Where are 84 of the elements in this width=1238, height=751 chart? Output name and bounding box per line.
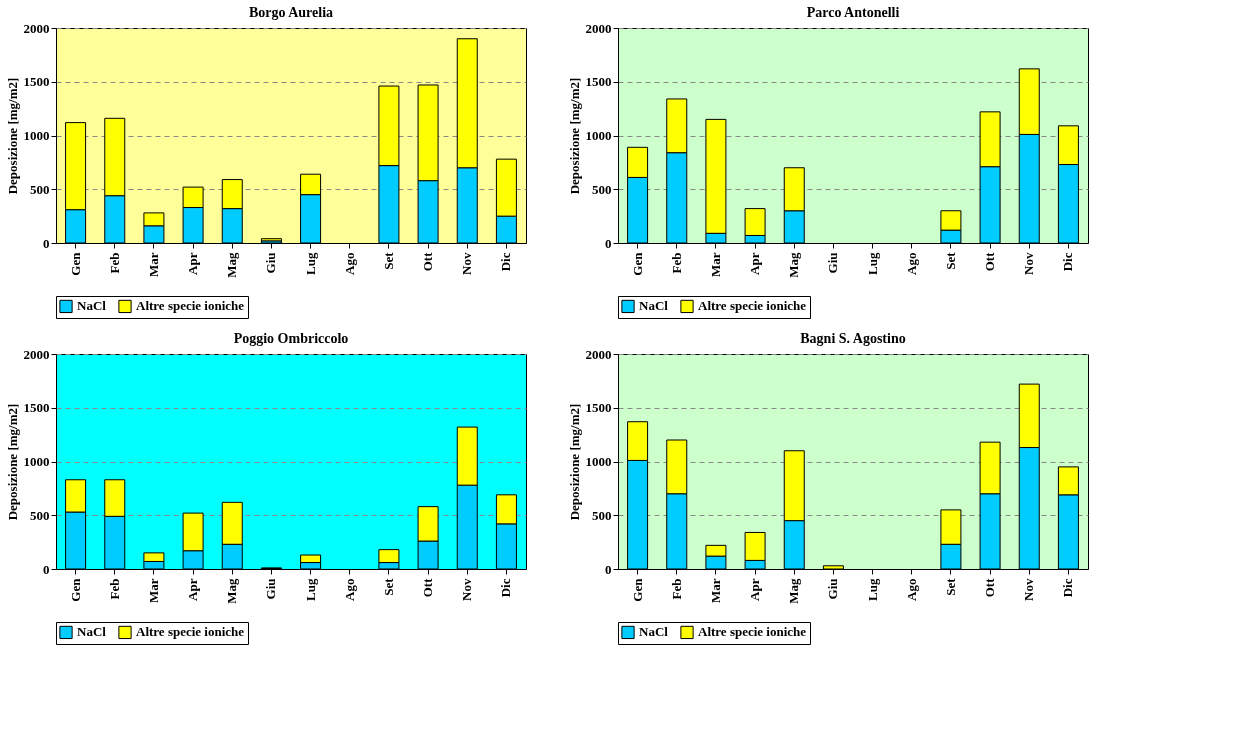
x-tick-label: Lug — [302, 578, 318, 601]
x-tick-label: Lug — [864, 578, 880, 601]
y-tick-label: 1000 — [23, 454, 50, 469]
x-tick-label: Nov — [1021, 578, 1037, 601]
y-tick-label: 1500 — [23, 74, 50, 90]
x-tick-label: Dic — [1060, 578, 1076, 598]
y-tick-label: 1500 — [23, 400, 50, 416]
x-tick-label: Nov — [459, 578, 475, 601]
x-tick-label: Giu — [825, 252, 841, 274]
y-axis-title: Deposizione [mg/m2] — [4, 403, 20, 521]
legend-label: Altre specie ioniche — [698, 624, 807, 640]
x-tick-label: Nov — [459, 252, 475, 275]
x-tick-label: Apr — [185, 578, 201, 601]
x-tick-label: Lug — [864, 252, 880, 275]
legend-label: Altre specie ioniche — [136, 624, 245, 640]
x-tick-label: Nov — [1021, 252, 1037, 275]
legend-label: NaCl — [639, 298, 669, 314]
x-tick-label: Apr — [747, 252, 763, 275]
x-tick-label: Mar — [707, 578, 723, 604]
y-axis-title: Deposizione [mg/m2] — [4, 77, 20, 195]
x-tick-label: Gen — [629, 251, 645, 276]
x-tick-label: Lug — [302, 252, 318, 275]
y-tick-label: 500 — [30, 181, 50, 197]
x-tick-label: Giu — [263, 252, 279, 274]
x-tick-label: Ago — [903, 578, 919, 601]
legend-label: NaCl — [77, 624, 107, 640]
y-tick-label: 0 — [43, 561, 50, 577]
x-tick-label: Mag — [224, 252, 240, 278]
x-tick-label: Feb — [668, 578, 684, 600]
x-tick-label: Feb — [106, 578, 122, 600]
x-tick-label: Mag — [224, 578, 240, 604]
y-tick-label: 1500 — [585, 74, 612, 90]
x-tick-label: Dic — [498, 252, 514, 272]
y-tick-label: 2000 — [23, 346, 50, 362]
x-tick-label: Giu — [263, 578, 279, 600]
x-tick-label: Mag — [786, 252, 802, 278]
y-tick-label: 0 — [43, 235, 50, 251]
x-tick-label: Ago — [903, 252, 919, 275]
legend-label: Altre specie ioniche — [136, 298, 245, 314]
x-tick-label: Set — [942, 577, 958, 596]
x-tick-label: Gen — [629, 577, 645, 602]
y-tick-label: 2000 — [585, 346, 612, 362]
x-tick-label: Set — [942, 251, 958, 270]
chart-title: Borgo Aurelia — [248, 5, 334, 20]
chart-title: Bagni S. Agostino — [800, 331, 906, 346]
x-tick-label: Apr — [185, 252, 201, 275]
x-tick-label: Ott — [982, 251, 998, 272]
x-tick-label: Mar — [145, 578, 161, 604]
x-tick-label: Ott — [982, 577, 998, 598]
x-tick-label: Feb — [668, 252, 684, 274]
x-tick-label: Giu — [825, 578, 841, 600]
y-tick-label: 1000 — [585, 454, 612, 469]
y-tick-label: 1000 — [23, 128, 50, 143]
x-tick-label: Ago — [341, 252, 357, 275]
x-tick-label: Gen — [67, 577, 83, 602]
x-tick-label: Ott — [420, 251, 436, 272]
y-axis-title: Deposizione [mg/m2] — [566, 77, 582, 195]
chart-title: Parco Antonelli — [806, 5, 900, 20]
x-tick-label: Mar — [707, 252, 723, 278]
y-tick-label: 2000 — [585, 20, 612, 36]
y-axis-title: Deposizione [mg/m2] — [566, 403, 582, 521]
x-tick-label: Mar — [145, 252, 161, 278]
x-tick-label: Dic — [498, 578, 514, 598]
y-tick-label: 2000 — [23, 20, 50, 36]
x-tick-label: Set — [380, 251, 396, 270]
x-tick-label: Set — [380, 577, 396, 596]
y-tick-label: 500 — [30, 507, 50, 523]
x-tick-label: Mag — [786, 578, 802, 604]
x-tick-label: Dic — [1060, 252, 1076, 272]
y-tick-label: 0 — [605, 561, 612, 577]
x-tick-label: Apr — [747, 578, 763, 601]
y-tick-label: 1500 — [585, 400, 612, 416]
legend-label: Altre specie ioniche — [698, 298, 807, 314]
y-tick-label: 500 — [592, 181, 612, 197]
legend-label: NaCl — [639, 624, 669, 640]
x-tick-label: Ago — [341, 578, 357, 601]
chart-title: Poggio Ombriccolo — [233, 331, 349, 346]
x-tick-label: Gen — [67, 251, 83, 276]
x-tick-label: Feb — [106, 252, 122, 274]
x-tick-label: Ott — [420, 577, 436, 598]
y-tick-label: 500 — [592, 507, 612, 523]
y-tick-label: 0 — [605, 235, 612, 251]
legend-label: NaCl — [77, 298, 107, 314]
y-tick-label: 1000 — [585, 128, 612, 143]
